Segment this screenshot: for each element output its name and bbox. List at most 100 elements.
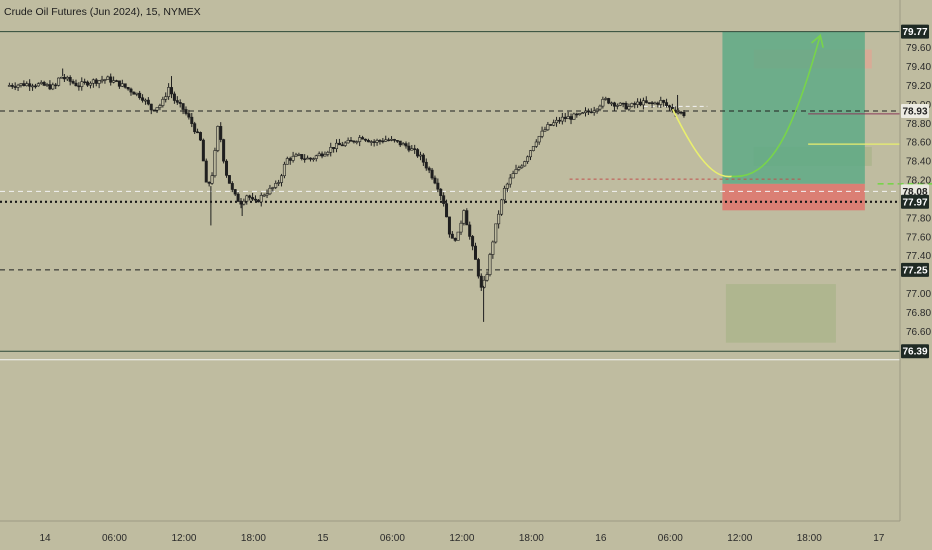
candle-body xyxy=(193,123,197,133)
candle-body xyxy=(445,203,449,218)
x-tick-label: 17 xyxy=(873,533,885,544)
candle-body xyxy=(300,154,304,160)
candle-body xyxy=(314,155,318,159)
candle-body xyxy=(74,82,78,87)
candle-body xyxy=(610,102,614,105)
x-tick-label: 06:00 xyxy=(380,533,405,544)
projection-curve-green[interactable] xyxy=(731,37,821,178)
candle-body xyxy=(138,92,142,99)
candle-body xyxy=(578,113,582,115)
candle-body xyxy=(601,99,605,107)
candle-body xyxy=(569,116,573,120)
candle-body xyxy=(143,99,147,102)
candle-body xyxy=(659,100,663,105)
candle-body xyxy=(16,84,20,88)
candle-body xyxy=(508,177,512,185)
candle-body xyxy=(401,143,405,146)
candle-body xyxy=(679,111,683,114)
candle-body xyxy=(598,105,602,110)
candle-body xyxy=(349,140,353,142)
candle-body xyxy=(83,81,87,84)
y-tick-label: 77.80 xyxy=(906,213,931,224)
candle-body xyxy=(256,199,260,203)
x-tick-label: 18:00 xyxy=(241,533,266,544)
candle-body xyxy=(566,116,570,120)
candle-body xyxy=(100,79,104,82)
candle-body xyxy=(184,109,188,114)
candle-body xyxy=(187,113,191,118)
candle-body xyxy=(135,92,139,95)
candle-body xyxy=(164,96,168,100)
price-label-box xyxy=(901,104,929,119)
candle-body xyxy=(51,84,55,90)
candle-body xyxy=(665,102,669,106)
candle-body xyxy=(540,130,544,137)
candle-body xyxy=(537,136,541,143)
candle-body xyxy=(575,113,579,116)
candle-body xyxy=(71,81,75,84)
candle-body xyxy=(19,83,23,86)
candle-body xyxy=(552,122,556,126)
candle-body xyxy=(468,224,472,237)
candle-body xyxy=(430,169,434,179)
candle-body xyxy=(280,175,284,183)
candle-body xyxy=(514,169,518,174)
candle-body xyxy=(630,103,634,107)
candle-body xyxy=(31,85,35,88)
candle-body xyxy=(346,140,350,144)
candle-body xyxy=(384,139,388,142)
candle-body xyxy=(54,84,58,87)
candle-body xyxy=(531,146,535,151)
candle-body xyxy=(372,141,376,143)
zones-layer xyxy=(722,31,872,343)
y-tick-label: 78.40 xyxy=(906,157,931,168)
candle-body xyxy=(288,158,292,161)
zone-box[interactable] xyxy=(725,284,836,343)
candle-body xyxy=(494,223,498,243)
candle-body xyxy=(65,77,69,80)
y-tick-label: 77.00 xyxy=(906,289,931,300)
candle-body xyxy=(178,102,182,104)
candle-body xyxy=(167,87,171,97)
candle-body xyxy=(413,148,417,150)
projection-curve-yellow[interactable] xyxy=(671,108,732,178)
price-label: 76.39 xyxy=(902,347,927,358)
candle-body xyxy=(294,154,298,157)
x-tick-label: 12:00 xyxy=(171,533,196,544)
candle-body xyxy=(398,140,402,146)
x-tick-label: 06:00 xyxy=(102,533,127,544)
zone-box[interactable] xyxy=(722,31,865,184)
zone-box[interactable] xyxy=(722,183,865,211)
candle-body xyxy=(456,231,460,241)
y-tick-label: 79.60 xyxy=(906,43,931,54)
candle-body xyxy=(485,274,489,281)
candle-body xyxy=(48,84,52,90)
y-tick-label: 77.60 xyxy=(906,232,931,243)
candle-body xyxy=(369,141,373,143)
candle-body xyxy=(636,101,640,105)
candle-body xyxy=(242,200,246,205)
candle-body xyxy=(482,279,486,288)
candle-body xyxy=(471,236,475,247)
candle-body xyxy=(259,195,263,203)
candle-body xyxy=(653,102,657,105)
x-tick-label: 18:00 xyxy=(519,533,544,544)
candle-body xyxy=(271,187,275,189)
projection-layer xyxy=(671,33,824,178)
price-label: 79.77 xyxy=(902,27,927,38)
candle-body xyxy=(88,82,92,86)
candle-body xyxy=(13,86,17,88)
candle-body xyxy=(555,119,559,124)
candle-body xyxy=(343,142,347,146)
candle-body xyxy=(222,139,226,162)
candle-body xyxy=(227,175,231,184)
candle-body xyxy=(528,150,532,158)
candle-body xyxy=(213,150,217,177)
candle-body xyxy=(146,99,150,105)
candle-body xyxy=(560,116,564,122)
candle-body xyxy=(502,188,506,201)
candle-body xyxy=(141,97,145,101)
candle-body xyxy=(641,100,645,106)
candle-body xyxy=(265,193,269,196)
